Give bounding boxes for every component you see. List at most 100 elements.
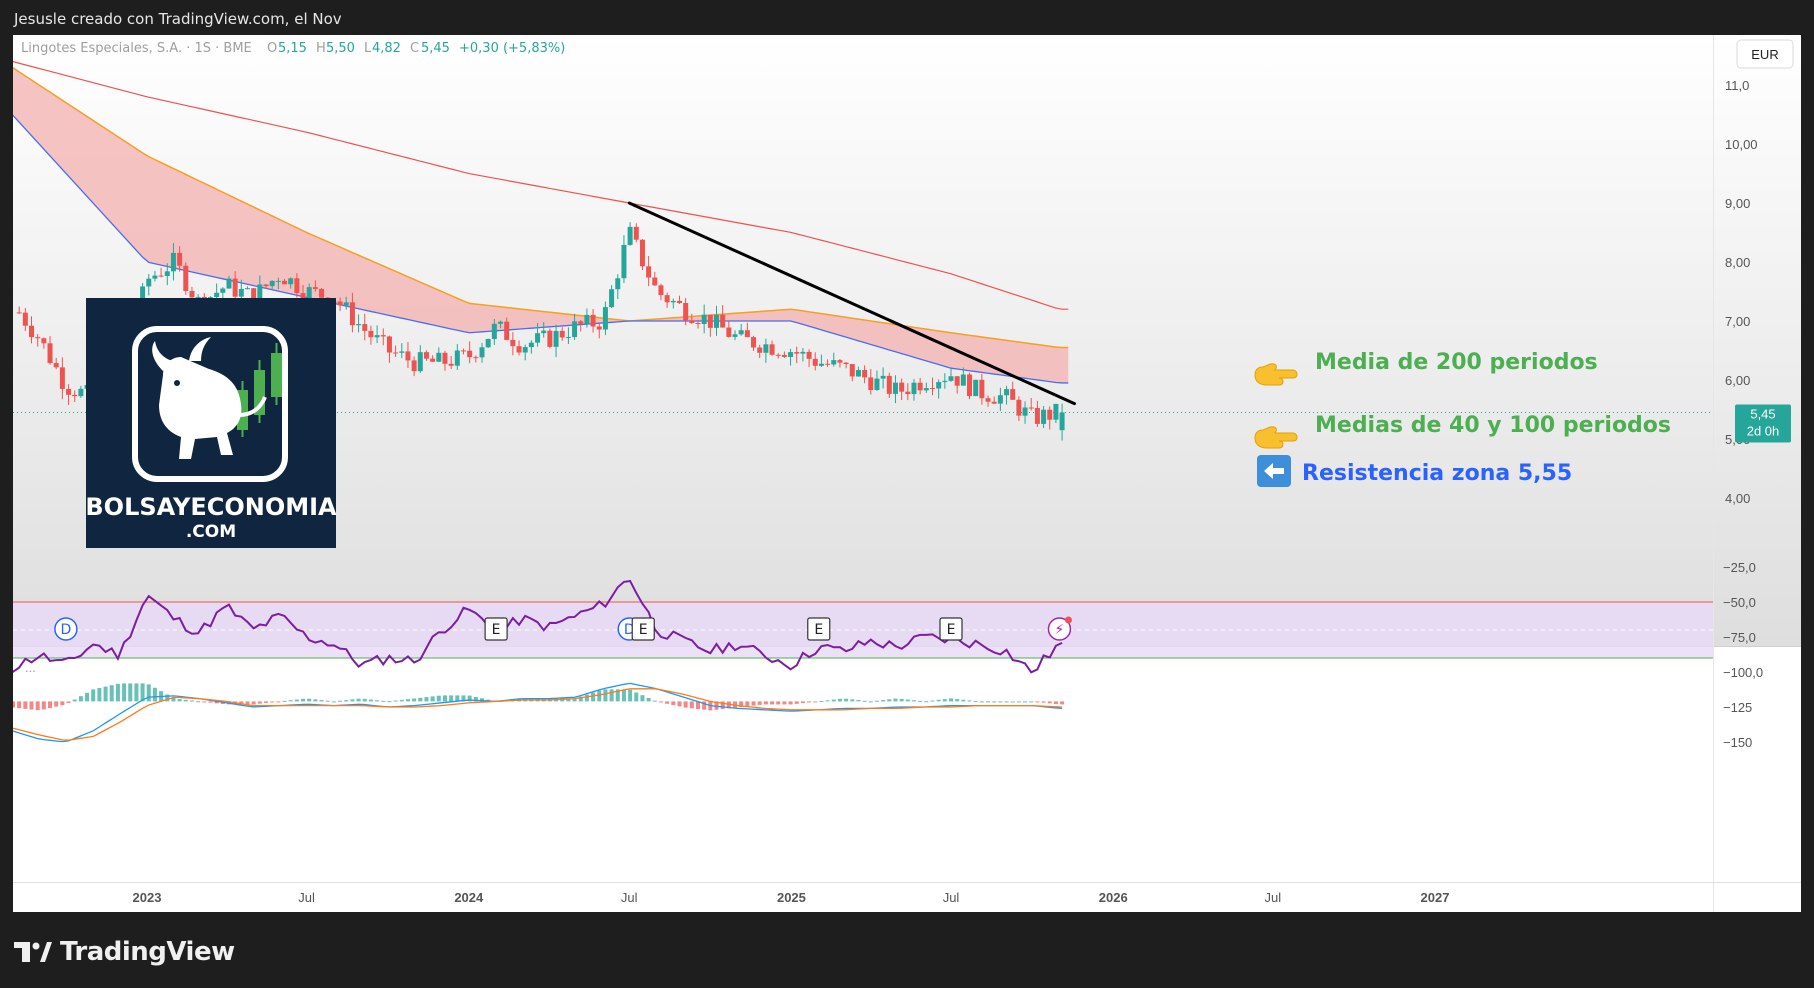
brand-logo: BOLSAYECONOMIA .COM (85, 298, 337, 548)
candle-body (442, 352, 448, 364)
footer-brand: TradingView (60, 937, 235, 967)
candle-body (473, 357, 479, 359)
annotation-ma40-100[interactable]: Medias de 40 y 100 periodos (1254, 413, 1671, 449)
candle-body (757, 347, 763, 353)
candle-body (701, 314, 707, 324)
earnings-marker: E (807, 617, 831, 641)
time-tick-label: Jul (943, 890, 960, 905)
price-axis[interactable]: 11,010,009,008,007,006,005,004,00 (1725, 78, 1758, 506)
price-tick-label: 7,00 (1725, 314, 1750, 329)
histogram-bar (480, 698, 485, 702)
histogram-bar (998, 701, 1003, 703)
histogram-bar (473, 696, 478, 702)
histogram-bar (325, 700, 330, 702)
candle-body (245, 288, 251, 290)
histogram-bar (140, 683, 145, 702)
histogram-bar (313, 699, 318, 702)
histogram-bar (868, 701, 873, 703)
histogram-bar (251, 701, 256, 705)
candle-body (565, 337, 571, 339)
histogram-bar (362, 698, 367, 702)
candle-body (430, 358, 436, 362)
candle-body (559, 330, 565, 338)
histogram-bar (41, 701, 46, 710)
candle-body (319, 288, 325, 298)
high-label: H (316, 41, 326, 56)
histogram-bar (430, 696, 435, 702)
histogram-bar (245, 701, 250, 705)
candle-body (1028, 407, 1034, 409)
candle-body (66, 388, 72, 395)
candle-body (306, 287, 312, 300)
candle-body (991, 401, 997, 404)
candle-body (436, 352, 442, 362)
candle-body (183, 265, 189, 292)
chart-canvas[interactable]: 11,010,009,008,007,006,005,004,00 −25,0−… (13, 35, 1801, 912)
candle-body (405, 351, 411, 361)
candle-body (275, 280, 281, 282)
histogram-bar (128, 683, 133, 702)
time-axis[interactable]: 2023 Jul 2024 Jul 2025 Jul 2026 Jul 2027 (133, 890, 1450, 905)
histogram-bar (338, 700, 343, 702)
candle-body (300, 293, 306, 300)
annotation-resistance[interactable]: Resistencia zona 5,55 (1257, 455, 1572, 487)
ma-band-area (13, 67, 1069, 383)
candle-body (917, 382, 923, 391)
footer[interactable]: TradingView (14, 934, 235, 970)
histogram-bar (282, 700, 287, 702)
histogram-bar (924, 701, 929, 703)
candle-body (541, 330, 547, 334)
candle-body (22, 312, 28, 326)
oscillator-axis[interactable]: −25,0 −50,0 −75,0 −100,0 −125 −150 (1723, 560, 1763, 750)
histogram-bar (13, 701, 15, 708)
histogram-bar (85, 692, 90, 702)
candle-body (59, 367, 65, 389)
histogram-bar (634, 692, 639, 702)
histogram-bar (294, 699, 299, 702)
candle-body (1004, 389, 1010, 396)
histogram-bar (800, 701, 805, 704)
time-tick-label: 2025 (777, 890, 806, 905)
annotation-ma200[interactable]: Media de 200 periodos (1254, 350, 1598, 386)
left-arrow-icon (1257, 455, 1291, 487)
histogram-bar (893, 698, 898, 702)
histogram-bar (967, 700, 972, 702)
histogram-bar (578, 696, 583, 702)
candle-body (195, 296, 201, 298)
candle-body (177, 252, 183, 266)
candle-body (892, 382, 898, 394)
candle-body (763, 344, 769, 353)
last-price-value: 5,45 (1750, 406, 1775, 421)
histogram-bar (405, 699, 410, 702)
histogram-bar (344, 700, 349, 702)
candle-body (337, 301, 343, 306)
candle-body (380, 335, 386, 337)
event-markers: D E D E E E ⚡ (54, 616, 1072, 641)
symbol-name[interactable]: Lingotes Especiales, S.A. · 1S · BME (21, 41, 252, 56)
earnings-badge (631, 617, 655, 641)
histogram-bar (208, 701, 213, 703)
candle-body (1041, 409, 1047, 424)
histogram-bar (640, 695, 645, 702)
histogram-bar (837, 698, 842, 702)
candle-body (460, 350, 466, 352)
candle-body (399, 351, 405, 353)
currency-button[interactable]: EUR (1736, 39, 1794, 69)
candle-body (417, 352, 423, 372)
earnings-marker: E (939, 617, 963, 641)
histogram-bar (319, 700, 324, 702)
candle-body (467, 350, 473, 358)
logo-text-domain: .COM (186, 522, 236, 542)
histogram-bar (597, 690, 602, 702)
histogram-bar (961, 699, 966, 702)
time-tick-label: 2026 (1099, 890, 1128, 905)
candle-body (1059, 412, 1065, 431)
candle-body (263, 284, 269, 287)
bar-countdown: 2d 0h (1747, 423, 1780, 438)
candle-body (78, 388, 84, 397)
indicator-menu-dots[interactable]: ... (25, 660, 36, 675)
candle-body (294, 278, 300, 294)
candle-body (905, 391, 911, 395)
chart-frame[interactable]: 11,010,009,008,007,006,005,004,00 −25,0−… (13, 35, 1801, 912)
trendline[interactable] (627, 201, 1076, 406)
